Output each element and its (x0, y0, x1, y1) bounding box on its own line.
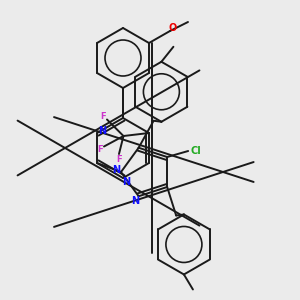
Text: F: F (116, 154, 122, 164)
Text: F: F (100, 112, 106, 121)
Text: F: F (97, 145, 103, 154)
Text: N: N (98, 126, 106, 136)
Text: O: O (169, 23, 177, 33)
Text: N: N (122, 177, 130, 187)
Text: N: N (112, 165, 120, 175)
Text: Cl: Cl (191, 146, 202, 156)
Text: N: N (132, 196, 140, 206)
